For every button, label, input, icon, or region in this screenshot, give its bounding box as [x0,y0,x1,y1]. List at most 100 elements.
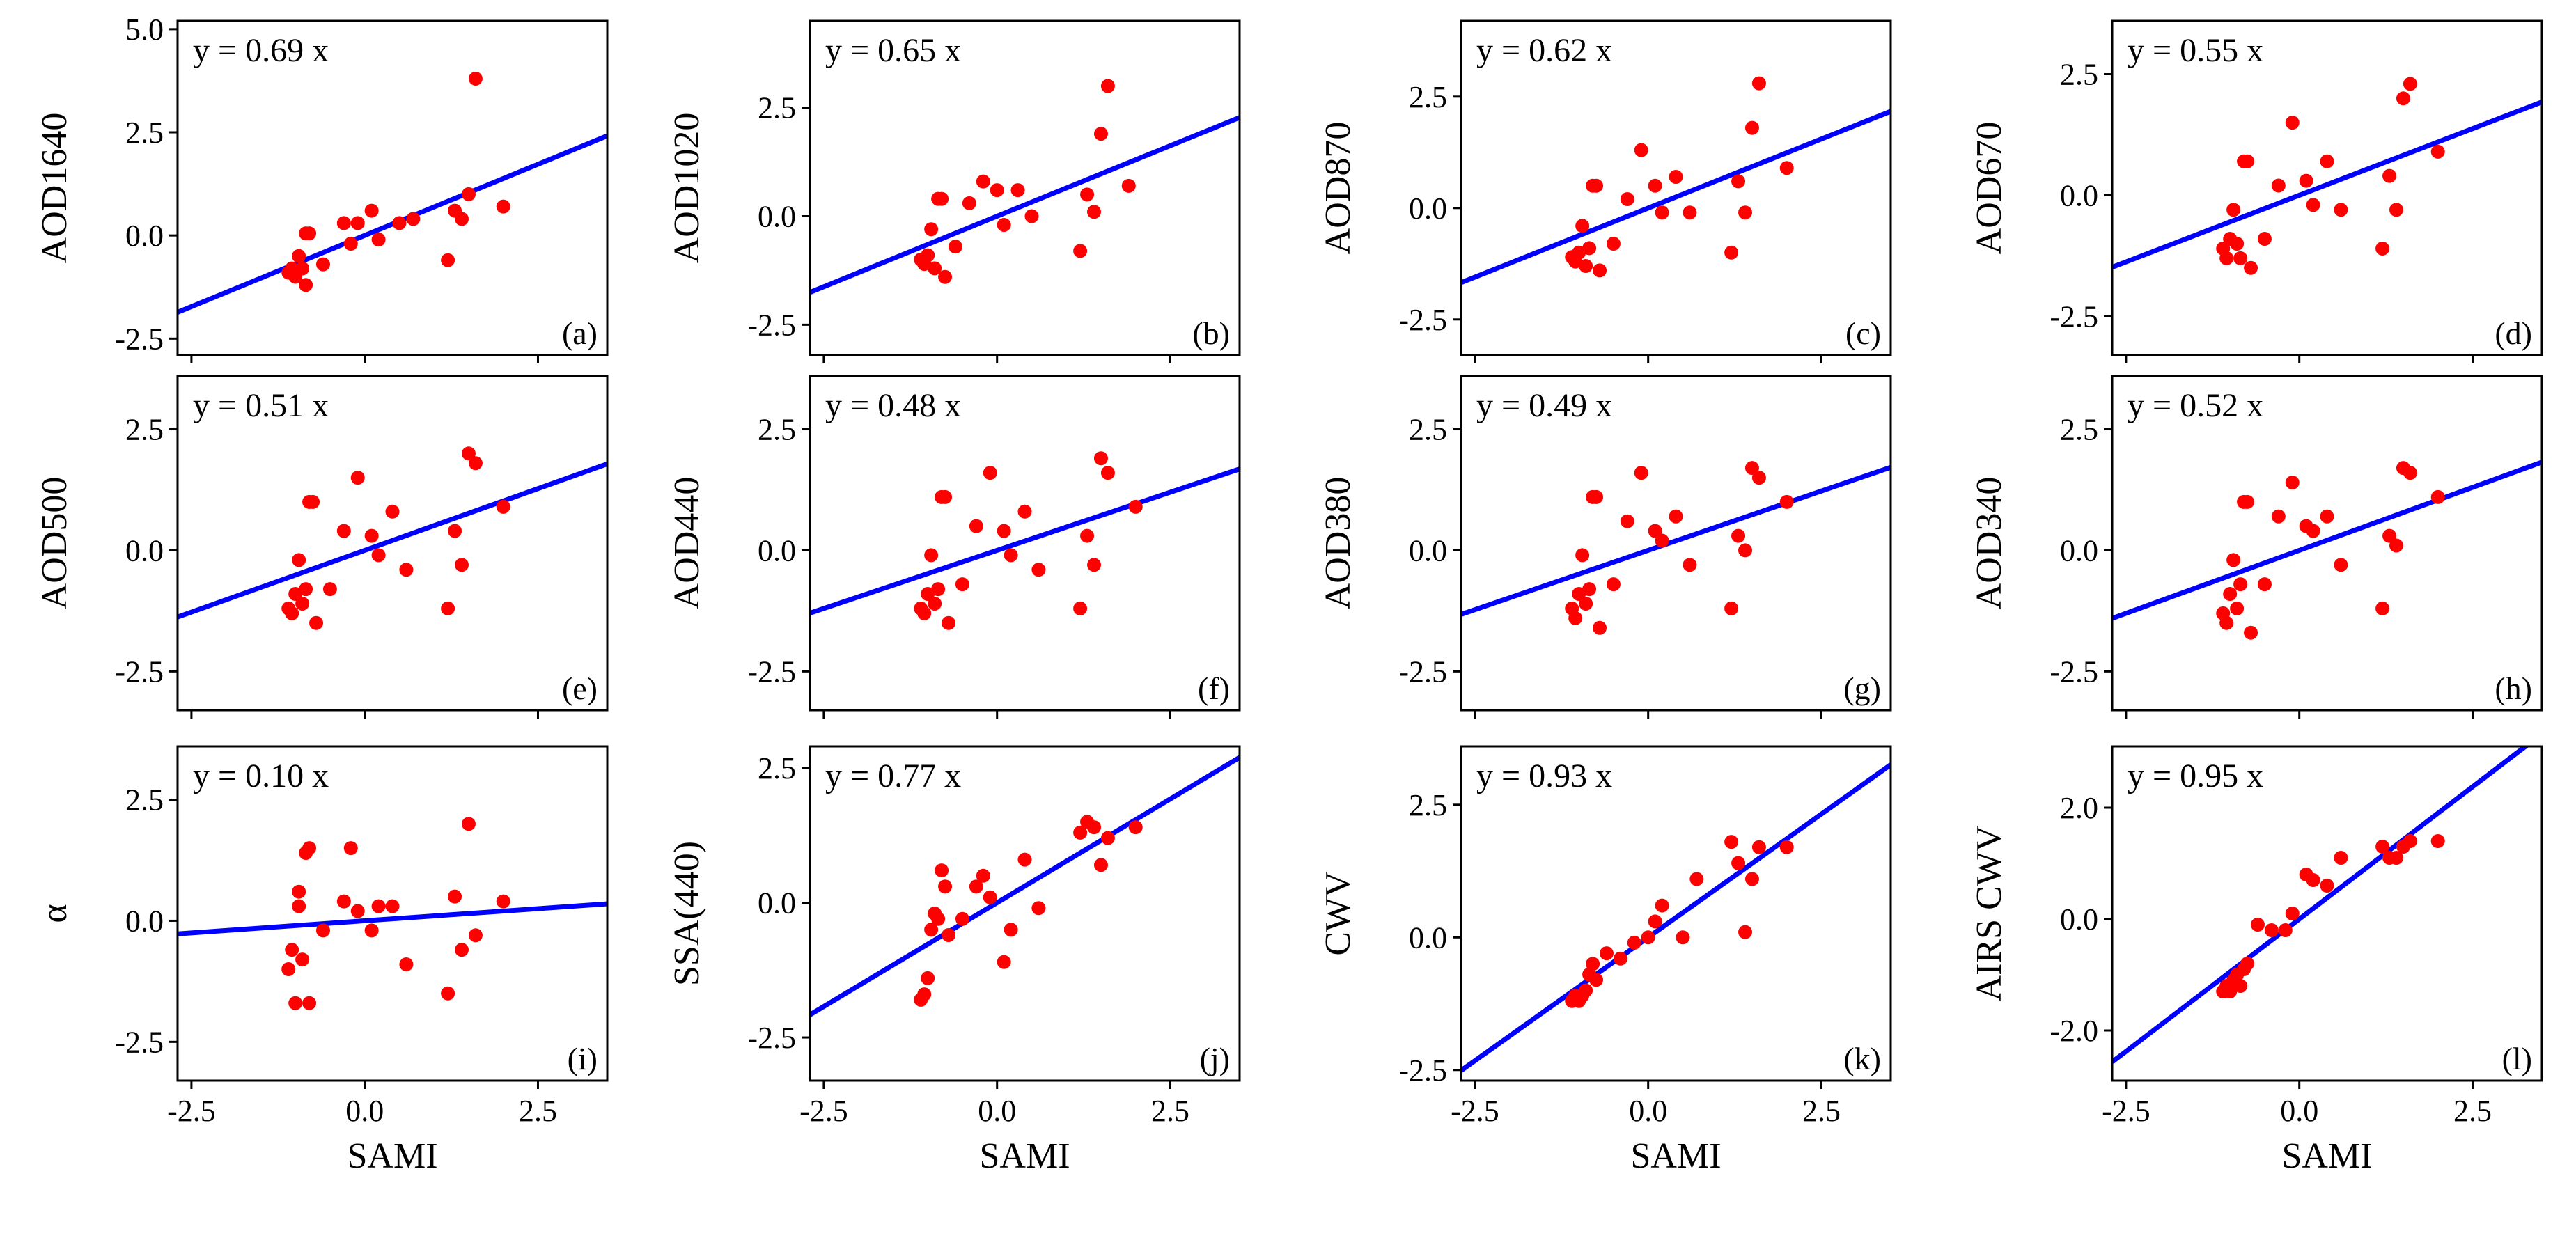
ytick-label-b-0: -2.5 [747,308,796,342]
data-point-k-13 [1655,898,1669,913]
data-point-a-16 [441,253,455,267]
data-point-f-18 [1087,558,1102,572]
data-point-k-4 [1579,983,1593,998]
data-point-g-2 [1572,587,1586,602]
data-point-b-19 [1100,79,1115,93]
ylabel-f: AOD440 [667,477,707,610]
data-point-c-12 [1648,178,1662,193]
data-point-k-20 [1751,840,1766,854]
data-point-c-5 [1582,241,1597,256]
data-point-b-2 [921,248,935,262]
ylabel-k: CWV [1318,871,1358,955]
data-point-i-3 [292,899,306,913]
data-point-d-18 [2389,203,2404,217]
data-point-g-1 [1568,611,1583,625]
data-point-c-10 [1620,192,1634,206]
equation-label-f: y = 0.48 x [825,387,961,424]
data-point-d-21 [2430,144,2445,159]
ylabel-b: AOD1020 [667,113,707,264]
data-point-k-14 [1676,930,1690,945]
panel-tag-e: (e) [562,670,598,706]
panel-i: -2.5 0.0 2.5 -2.5 0.0 2.5 y = 0.10 x (i) α SAMI [35,745,609,1176]
panel-tag-c: (c) [1845,315,1881,351]
data-point-c-14 [1669,170,1683,184]
data-point-g-9 [1606,577,1621,592]
data-point-j-22 [1128,820,1143,835]
ylabel-d: AOD670 [1969,122,2009,255]
xtick-label-i-1: 0.0 [345,1094,384,1128]
data-point-b-8 [948,240,962,254]
data-point-j-6 [935,863,949,878]
data-point-j-21 [1100,831,1115,845]
xtick-label-l-0: -2.5 [2102,1094,2150,1128]
ylabel-e: AOD500 [35,477,75,610]
ytick-label-h-0: -2.5 [2050,654,2098,689]
data-point-e-16 [441,601,455,615]
regression-line-e [178,461,607,620]
xlabel-k: SAMI [1630,1136,1721,1176]
panel-tag-i: (i) [568,1041,598,1076]
data-point-e-1 [285,606,299,620]
panel-k: -2.5 0.0 2.5 -2.5 0.0 2.5 y = 0.93 x (k) CWV SAMI [1318,745,1892,1176]
data-point-i-22 [496,894,510,909]
ytick-label-h-2: 2.5 [2060,413,2098,447]
data-point-a-2 [292,249,306,263]
axes-frame-e [176,375,609,712]
data-point-j-12 [983,890,997,904]
data-point-b-11 [990,183,1004,198]
ylabel-a: AOD1640 [35,113,75,264]
ytick-label-a-2: 2.5 [125,116,164,150]
data-point-g-21 [1779,494,1794,509]
data-point-l-16 [2375,840,2390,854]
data-point-b-18 [1093,127,1108,141]
data-point-c-16 [1724,245,1739,260]
data-point-l-9 [2264,923,2279,937]
ylabel-c: AOD870 [1318,122,1358,255]
equation-label-g: y = 0.49 x [1476,387,1612,424]
data-point-d-17 [2382,168,2397,183]
data-point-a-11 [350,216,365,230]
data-point-i-15 [385,899,400,913]
data-point-l-15 [2334,851,2348,865]
ytick-label-e-0: -2.5 [115,654,164,689]
data-point-f-19 [1093,451,1108,466]
data-point-d-4 [2230,237,2245,251]
data-point-f-11 [983,466,997,480]
ytick-label-g-1: 0.0 [1409,533,1447,567]
data-point-f-15 [1031,563,1046,577]
ytick-label-i-1: 0.0 [125,904,164,938]
xtick-label-k-0: -2.5 [1451,1094,1499,1128]
data-point-g-11 [1634,466,1648,480]
data-point-i-11 [343,841,358,856]
data-point-g-10 [1620,514,1634,528]
regression-line-j [810,755,1240,1017]
ytick-label-c-1: 0.0 [1409,191,1447,226]
ytick-label-l-0: -2.0 [2050,1014,2098,1048]
data-point-i-10 [336,894,351,909]
data-point-i-5 [295,952,310,967]
data-point-j-5 [931,911,946,926]
data-point-a-12 [364,203,379,218]
data-point-l-18 [2389,851,2404,865]
data-point-f-13 [1004,548,1018,563]
ytick-label-d-0: -2.5 [2050,299,2098,334]
xlabel-i: SAMI [347,1136,437,1176]
equation-label-l: y = 0.95 x [2128,758,2263,794]
regression-line-f [810,466,1240,615]
panel-c: -2.5 0.0 2.5 y = 0.62 x (c) AOD870 [1318,19,1892,363]
ytick-label-f-0: -2.5 [747,654,796,689]
xtick-label-j-2: 2.5 [1151,1094,1189,1128]
ytick-label-g-2: 2.5 [1409,413,1447,447]
data-point-f-2 [921,587,935,602]
data-point-d-16 [2375,241,2390,256]
data-point-d-11 [2285,116,2300,130]
data-point-f-3 [924,548,939,563]
ylabel-g: AOD380 [1318,477,1358,610]
data-point-j-3 [924,923,939,937]
ytick-label-g-0: -2.5 [1398,654,1447,689]
data-point-h-14 [2320,509,2334,524]
data-point-d-1 [2219,251,2234,265]
data-point-a-20 [468,71,483,86]
data-point-d-14 [2320,154,2334,168]
data-point-e-17 [448,524,462,538]
